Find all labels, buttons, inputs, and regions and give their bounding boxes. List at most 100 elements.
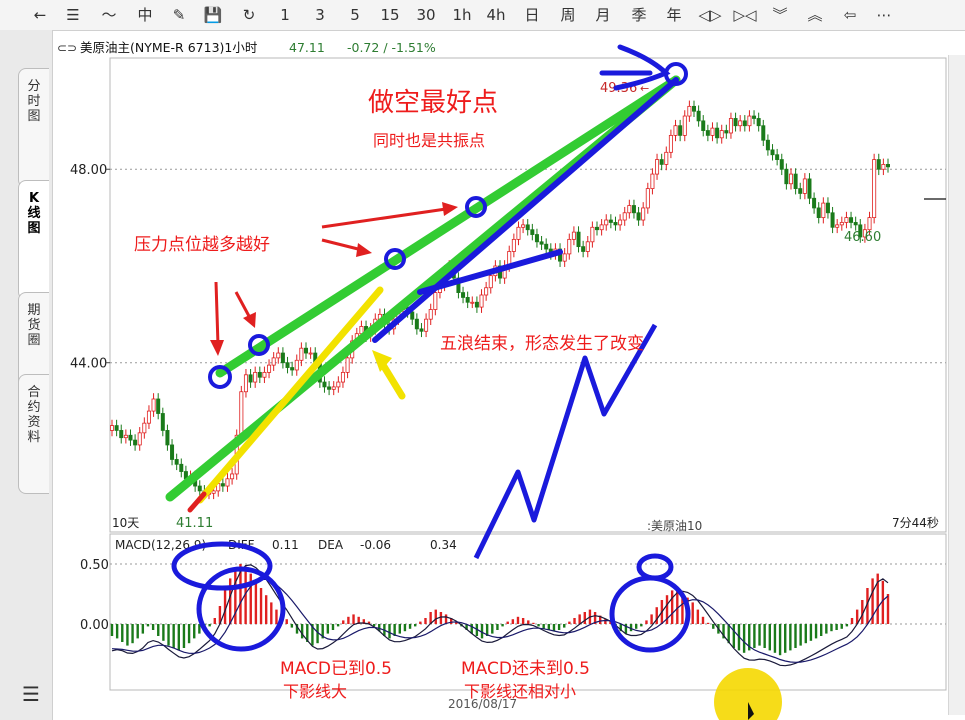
candle-body [146,410,151,424]
candle-body [645,188,650,209]
candle-body [151,398,156,412]
candle-body [682,115,687,136]
tab-timeshare[interactable]: 分时图 [18,68,49,188]
shrink-icon[interactable]: ▷◁ [733,6,757,24]
period-season-button[interactable]: 季 [631,6,647,24]
candle-body [844,217,849,223]
candle-body [539,241,544,245]
edit-icon[interactable]: ✎ [172,6,186,24]
period-day-button[interactable]: 日 [524,6,540,24]
more-icon[interactable]: ⋯ [876,6,892,24]
cursor-highlight [714,668,782,720]
scroll-up-icon[interactable]: ︽ [807,6,823,24]
candle-body [567,238,572,255]
candle-body [858,224,863,238]
candle-body [419,328,424,332]
tab-kline[interactable]: K线图 [18,180,49,300]
candle-body [752,115,757,119]
candle-body [576,231,581,248]
candle-body [756,118,761,127]
candle-body [742,120,747,127]
period-week-button[interactable]: 周 [560,6,576,24]
macd-panel-frame [109,533,947,691]
trend-icon[interactable]: 〜 [101,6,117,24]
candle-body [779,159,784,170]
collapse-left-icon[interactable]: ⇦ [843,6,857,24]
high-arrow-icon: ← [640,82,649,95]
candle-body [243,374,248,393]
period-4h-button[interactable]: 4h [486,6,506,24]
candle-body [664,151,669,165]
right-scrollbar[interactable] [948,55,965,715]
period-1-button[interactable]: 1 [280,6,290,24]
candle-body [590,226,595,243]
candle-body [821,202,826,219]
menu-icon[interactable]: ☰ [22,682,40,706]
candle-body [770,149,775,156]
candle-body [812,197,817,209]
annotation-macd-left-1: MACD已到0.5 [280,659,392,679]
candle-body [618,219,623,226]
candle-body [322,381,327,388]
candle-body [659,159,664,165]
scroll-down-icon[interactable]: ︾ [772,6,788,24]
candle-body [696,110,701,122]
period-30-button[interactable]: 30 [416,6,436,24]
candle-body [761,125,766,141]
candle-body [631,205,636,214]
candle-body [465,297,470,303]
tab-kline-label: K线图 [27,191,41,236]
blue-trend-line [372,77,679,343]
red-arrow-1-head [210,340,224,356]
days-label: 10天 [112,516,139,530]
candle-body [534,234,539,243]
touch-circle-2 [248,334,270,356]
expand-icon[interactable]: ◁▷ [698,6,722,24]
annotation-macd-right-2: 下影线还相对小 [464,682,576,701]
back-icon[interactable]: ← [33,6,47,24]
period-15-button[interactable]: 15 [380,6,400,24]
candle-body [474,301,479,308]
period-5-button[interactable]: 5 [350,6,360,24]
price-change: -0.72 / -1.51% [347,40,436,55]
macd-circle-left-big [196,566,286,652]
period-year-button[interactable]: 年 [666,6,682,24]
yellow-trend-line [196,286,384,504]
tab-contract-info[interactable]: 合约资料 [18,374,49,494]
list-icon[interactable]: ☰ [66,6,80,24]
macd-params: MACD(12,26,9) [115,538,206,552]
touch-circle-3 [384,248,406,270]
candle-body [239,391,244,436]
candle-body [114,425,119,431]
candle-body [271,357,276,366]
candle-body [211,490,216,494]
diff-value: 0.11 [272,538,299,552]
candle-body [807,178,812,199]
candle-body [156,398,161,414]
refresh-icon[interactable]: ↻ [242,6,256,24]
candle-body [410,311,415,320]
candle-body [230,473,235,480]
candle-icon[interactable]: 中 [137,6,153,24]
candle-body [830,212,835,228]
period-3-button[interactable]: 3 [315,6,325,24]
candle-body [276,352,281,359]
countdown-timer: 7分44秒 [892,516,939,530]
candle-body [470,301,475,304]
period-month-button[interactable]: 月 [595,6,611,24]
period-1h-button[interactable]: 1h [452,6,472,24]
candle-body [128,434,133,441]
save-icon[interactable]: 💾 [203,6,223,24]
candle-body [267,364,272,373]
candle-body [608,219,613,223]
candle-body [160,413,165,431]
candle-body [336,381,341,388]
candle-body [728,118,733,134]
candle-body [595,226,600,231]
candle-body [886,164,891,168]
candle-body [170,444,175,460]
price-grid: 44.00 48.00 [70,163,946,372]
candle-body [516,226,521,240]
candle-body [724,130,729,134]
candle-body [225,478,230,487]
